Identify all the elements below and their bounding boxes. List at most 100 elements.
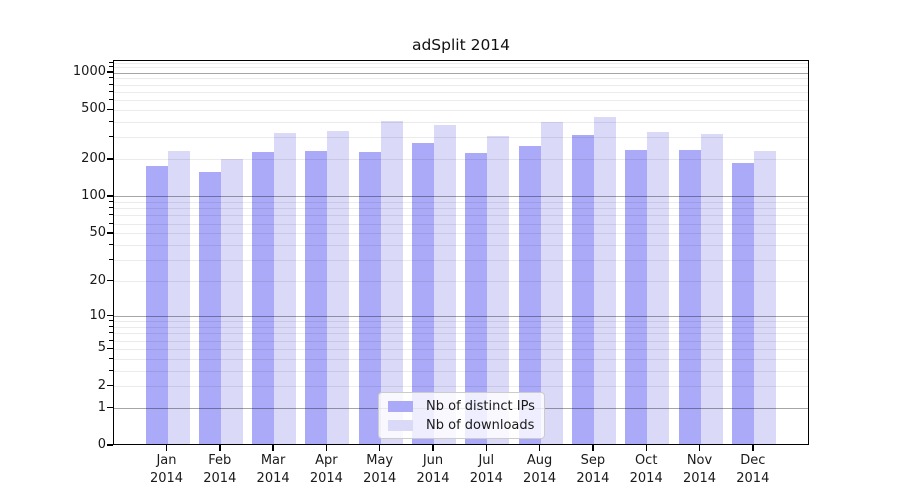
y-minor-tick-mark [109,325,113,327]
y-minor-tick-mark [109,332,113,334]
y-tick-label: 10 [89,307,106,323]
y-minor-tick-mark [109,90,113,92]
y-tick-mark [106,71,113,73]
legend-swatch [388,419,413,431]
y-tick-label: 500 [81,101,106,117]
legend-item-nb-of-distinct-ips: Nb of distinct IPs [388,398,535,414]
y-minor-tick-mark [109,244,113,245]
bar-nb-of-distinct-ips-apr [305,150,328,444]
x-tick-label-month: Oct [634,453,658,468]
y-minor-tick-mark [109,201,113,202]
y-minor-tick-mark [109,339,113,341]
bar-nb-of-distinct-ips-may [358,151,381,444]
y-minor-tick-mark [109,222,113,224]
bar-nb-of-downloads-nov [700,133,723,444]
y-tick-mark [106,158,113,160]
x-tick-label: Sep 2014 [561,452,625,487]
x-tick-label-month: Sep [580,453,606,468]
bar-nb-of-downloads-mar [274,133,297,444]
y-tick-mark [106,347,113,349]
bar-nb-of-distinct-ips-mar [252,151,275,444]
x-tick-label: May 2014 [348,452,412,487]
y-tick-mark [106,406,113,409]
x-tick-label-year: 2014 [629,470,663,486]
bar-nb-of-downloads-aug [540,121,563,444]
y-tick-label: 5 [97,340,106,356]
x-tick-label: Jun 2014 [401,452,465,487]
bar-nb-of-downloads-sep [593,117,616,444]
x-tick-label: Jul 2014 [454,452,518,487]
y-tick-label: 0 [97,437,106,452]
plot-area [113,60,809,445]
bar-nb-of-downloads-jul [487,135,510,444]
x-tick-label-year: 2014 [469,470,503,486]
bar-nb-of-distinct-ips-aug [518,145,541,444]
x-tick-mark [485,445,487,451]
x-tick-mark [325,445,328,451]
x-tick-mark [592,445,594,451]
bar-nb-of-downloads-jan [167,150,190,444]
x-tick-label: Oct 2014 [614,452,678,487]
bar-nb-of-distinct-ips-jun [412,142,434,444]
x-tick-label: Apr 2014 [294,452,358,487]
x-tick-label-month: Dec [740,453,766,468]
y-tick-mark [106,232,113,234]
x-tick-mark [752,445,754,451]
x-tick-label-year: 2014 [682,470,717,486]
y-minor-tick-mark [109,320,113,322]
x-tick-label-year: 2014 [149,470,184,486]
x-tick-label-year: 2014 [416,470,450,486]
x-tick-label-month: Mar [260,453,286,468]
bar-nb-of-downloads-may [380,121,403,444]
x-tick-mark [645,445,647,451]
y-minor-tick-mark [109,77,113,79]
legend: Nb of distinct IPs Nb of downloads [378,392,545,439]
x-tick-label-month: Feb [208,453,232,468]
bar-nb-of-distinct-ips-jan [145,165,168,444]
y-minor-tick-mark [109,259,113,261]
legend-label: Nb of downloads [426,417,535,433]
x-tick-mark [165,445,168,451]
y-tick-mark [106,108,113,111]
x-tick-label-month: Aug [526,453,553,468]
bar-nb-of-downloads-dec [753,150,776,444]
x-tick-label: Feb 2014 [188,452,252,487]
y-tick-label: 2 [97,377,106,393]
y-minor-tick-mark [109,120,113,122]
y-tick-label: 1 [97,399,106,415]
y-minor-tick-mark [109,136,113,138]
x-tick-label-month: Jul [478,453,495,468]
x-tick-mark [432,445,434,451]
bar-nb-of-downloads-apr [327,130,350,444]
x-tick-label: Jan 2014 [135,452,199,487]
x-tick-label-year: 2014 [203,470,237,486]
y-tick-label: 100 [81,187,106,203]
x-tick-label: Mar 2014 [241,452,305,487]
x-tick-label-month: Jun [422,453,444,468]
legend-item-nb-of-downloads: Nb of downloads [388,417,535,433]
x-tick-label-year: 2014 [309,470,343,486]
x-tick-label: Dec 2014 [721,452,785,487]
chart-title: adSplit 2014 [411,36,511,54]
x-tick-label-year: 2014 [576,470,610,486]
y-tick-mark [106,384,113,387]
legend-label: Nb of distinct IPs [426,398,535,414]
bar-nb-of-distinct-ips-feb [198,172,221,444]
y-tick-mark [106,195,113,197]
x-tick-label-year: 2014 [736,470,770,486]
legend-swatch [388,400,413,412]
x-tick-label-month: May [366,453,394,468]
x-tick-label-month: Nov [686,453,713,468]
y-minor-tick-mark [109,369,113,371]
y-tick-label: 20 [89,272,106,288]
x-tick-mark [538,445,541,451]
x-tick-label-month: Apr [315,453,338,468]
x-tick-mark [698,445,701,451]
y-tick-mark [106,444,113,446]
x-tick-label: Aug 2014 [508,452,572,487]
bar-nb-of-downloads-feb [220,158,243,444]
bar-nb-of-distinct-ips-oct [625,149,648,444]
y-minor-tick-mark [109,207,113,209]
x-tick-mark [272,445,274,451]
